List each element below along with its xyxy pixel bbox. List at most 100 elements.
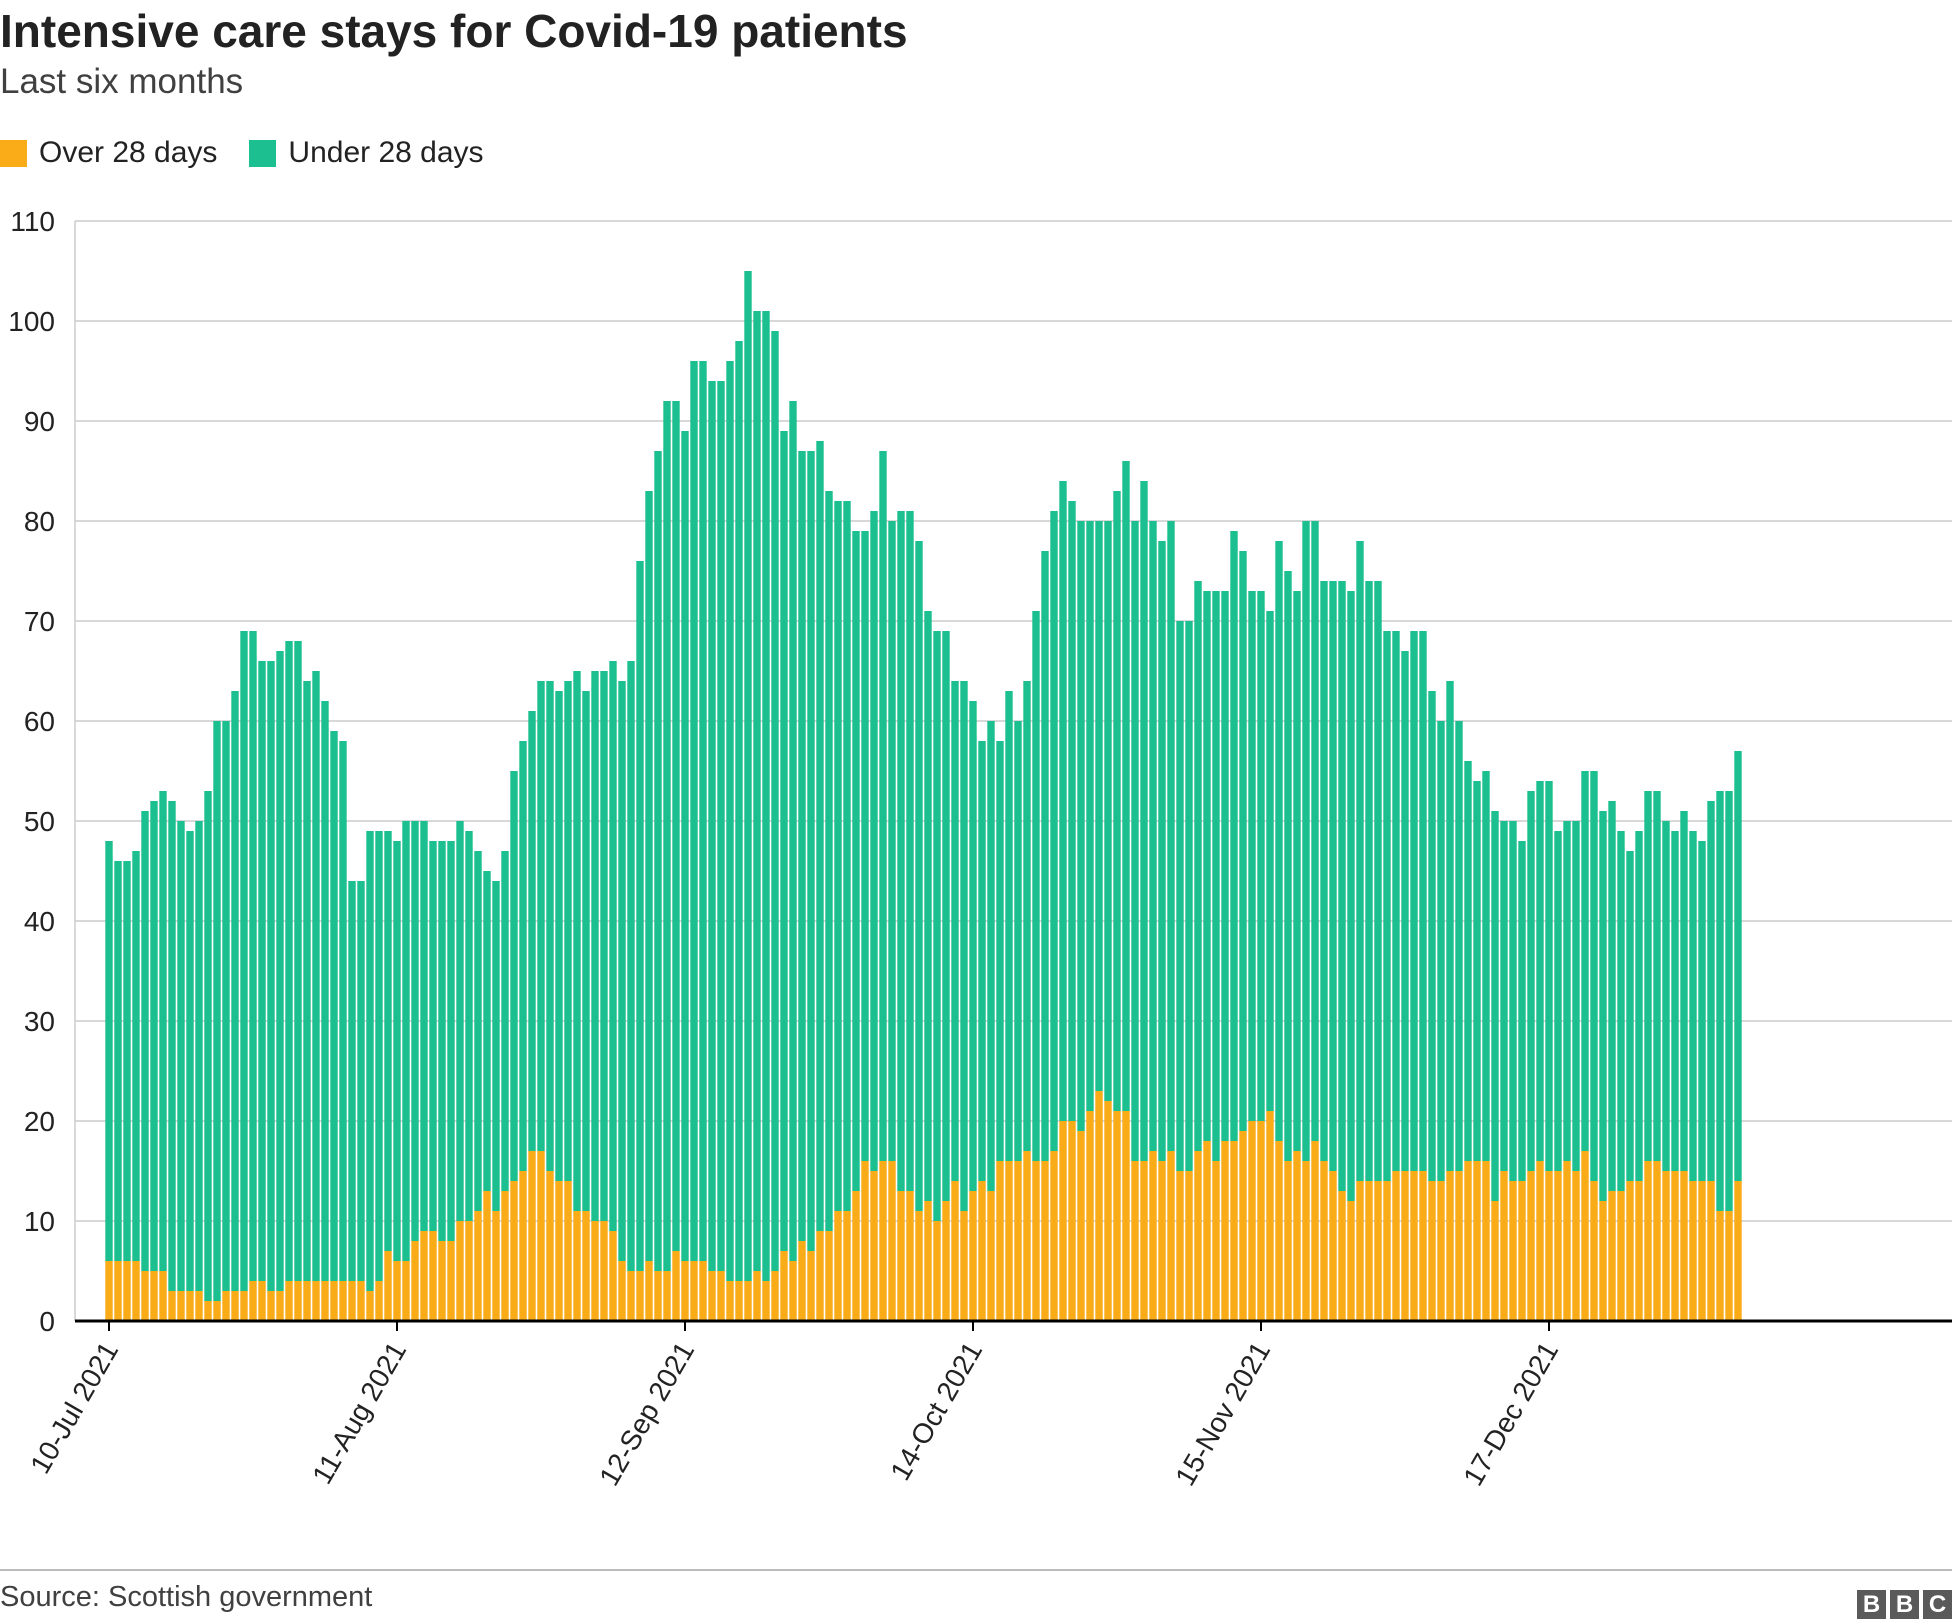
bar-under-28-days <box>393 841 401 1261</box>
bar-over-28-days <box>384 1251 392 1321</box>
bar-under-28-days <box>1158 541 1166 1161</box>
bar-under-28-days <box>969 701 977 1191</box>
bar-over-28-days <box>1248 1121 1256 1321</box>
bar-over-28-days <box>1653 1161 1661 1321</box>
bar-over-28-days <box>1671 1171 1679 1321</box>
bar-under-28-days <box>474 851 482 1211</box>
bar-over-28-days <box>852 1191 860 1321</box>
bar-over-28-days <box>1599 1201 1607 1321</box>
bar-under-28-days <box>1113 491 1121 1111</box>
bar-under-28-days <box>1266 611 1274 1111</box>
bar-under-28-days <box>618 681 626 1261</box>
bar-under-28-days <box>1410 631 1418 1171</box>
bar-over-28-days <box>366 1291 374 1321</box>
bar-over-28-days <box>1464 1161 1472 1321</box>
bar-under-28-days <box>159 791 167 1271</box>
bar-over-28-days <box>1095 1091 1103 1321</box>
bar-over-28-days <box>456 1221 464 1321</box>
legend-label-over: Over 28 days <box>39 136 218 169</box>
bar-over-28-days <box>591 1221 599 1321</box>
bar-over-28-days <box>717 1271 725 1321</box>
y-tick-label: 70 <box>24 606 55 637</box>
bar-over-28-days <box>1689 1181 1697 1321</box>
bar-over-28-days <box>969 1191 977 1321</box>
bar-over-28-days <box>1707 1181 1715 1321</box>
bar-over-28-days <box>1419 1171 1427 1321</box>
legend-swatch-over <box>0 139 27 167</box>
bar-under-28-days <box>1086 521 1094 1111</box>
bar-over-28-days <box>1176 1171 1184 1321</box>
bar-under-28-days <box>213 721 221 1301</box>
bar-under-28-days <box>1239 551 1247 1131</box>
bbc-logo-letter: C <box>1923 1590 1952 1619</box>
bar-over-28-days <box>1230 1141 1238 1321</box>
bar-over-28-days <box>897 1191 905 1321</box>
bar-over-28-days <box>1311 1141 1319 1321</box>
bar-over-28-days <box>1392 1171 1400 1321</box>
bar-under-28-days <box>1590 771 1598 1181</box>
bar-under-28-days <box>438 841 446 1241</box>
bar-over-28-days <box>348 1281 356 1321</box>
bar-under-28-days <box>420 821 428 1231</box>
bar-over-28-days <box>213 1301 221 1321</box>
bar-over-28-days <box>510 1181 518 1321</box>
bar-over-28-days <box>645 1261 653 1321</box>
bar-under-28-days <box>951 681 959 1181</box>
bar-under-28-days <box>1581 771 1589 1151</box>
bar-over-28-days <box>1023 1151 1031 1321</box>
bar-under-28-days <box>987 721 995 1191</box>
bar-over-28-days <box>141 1271 149 1321</box>
bar-over-28-days <box>249 1281 257 1321</box>
bar-under-28-days <box>456 821 464 1221</box>
bar-under-28-days <box>654 451 662 1271</box>
bar-over-28-days <box>636 1271 644 1321</box>
bar-over-28-days <box>834 1211 842 1321</box>
x-tick-label: 14-Oct 2021 <box>884 1337 988 1486</box>
bar-under-28-days <box>546 681 554 1171</box>
bar-under-28-days <box>114 861 122 1261</box>
chart-subtitle: Last six months <box>0 62 244 101</box>
bar-under-28-days <box>1167 521 1175 1151</box>
bar-over-28-days <box>393 1261 401 1321</box>
bar-under-28-days <box>132 851 140 1261</box>
bar-under-28-days <box>141 811 149 1271</box>
bar-under-28-days <box>1365 581 1373 1181</box>
bar-under-28-days <box>1716 791 1724 1211</box>
bar-under-28-days <box>402 821 410 1261</box>
bar-over-28-days <box>1626 1181 1634 1321</box>
bar-over-28-days <box>1149 1151 1157 1321</box>
bar-under-28-days <box>825 491 833 1231</box>
bar-over-28-days <box>825 1231 833 1321</box>
bar-over-28-days <box>753 1271 761 1321</box>
bar-over-28-days <box>1212 1161 1220 1321</box>
bar-over-28-days <box>240 1291 248 1321</box>
x-tick-label: 12-Sep 2021 <box>593 1337 700 1491</box>
bar-under-28-days <box>591 671 599 1221</box>
bar-over-28-days <box>1275 1141 1283 1321</box>
bar-over-28-days <box>1491 1201 1499 1321</box>
bar-under-28-days <box>168 801 176 1291</box>
bar-over-28-days <box>1041 1161 1049 1321</box>
bar-under-28-days <box>717 381 725 1271</box>
bar-under-28-days <box>636 561 644 1271</box>
bar-under-28-days <box>411 821 419 1241</box>
bar-under-28-days <box>330 731 338 1281</box>
bar-under-28-days <box>285 641 293 1281</box>
bar-over-28-days <box>123 1261 131 1321</box>
x-tick-label: 15-Nov 2021 <box>1169 1337 1276 1491</box>
bar-under-28-days <box>1626 851 1634 1181</box>
bar-over-28-days <box>267 1291 275 1321</box>
bar-under-28-days <box>906 511 914 1191</box>
bar-over-28-days <box>1113 1111 1121 1321</box>
y-tick-label: 20 <box>24 1106 55 1137</box>
bar-under-28-days <box>663 401 671 1271</box>
bar-under-28-days <box>1509 821 1517 1181</box>
bar-under-28-days <box>573 671 581 1211</box>
bar-under-28-days <box>789 401 797 1261</box>
bar-under-28-days <box>564 681 572 1181</box>
bar-under-28-days <box>1662 821 1670 1171</box>
bar-under-28-days <box>1374 581 1382 1181</box>
bar-over-28-days <box>879 1161 887 1321</box>
bar-chart: 0 10 20 30 40 50 60 70 80 90 100 110 10-Jul 2021 11-A… <box>8 206 1952 1491</box>
bar-under-28-days <box>978 741 986 1181</box>
